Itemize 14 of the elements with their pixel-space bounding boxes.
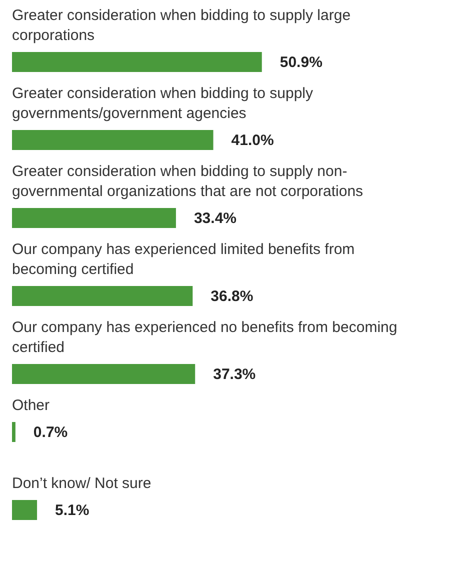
- data-label: 41.0%: [231, 132, 274, 149]
- data-label: 0.7%: [33, 424, 68, 441]
- data-label: 50.9%: [280, 54, 322, 71]
- data-label: 36.8%: [210, 288, 254, 305]
- y-tick-label: Our company has experienced no benefits from becoming certified: [12, 319, 398, 356]
- y-tick-label: Our company has experienced limited benefits from becoming certified: [12, 241, 355, 278]
- data-label: 5.1%: [55, 502, 90, 519]
- data-label: 37.3%: [213, 366, 256, 383]
- y-tick-label: Greater consideration when bidding to supply governments/government agencies: [12, 85, 314, 122]
- data-label: 33.4%: [194, 210, 237, 227]
- y-tick-label: Greater consideration when bidding to supply non-governmental organizations that are not corporations: [12, 163, 364, 200]
- y-tick-label: Greater consideration when bidding to supply large corporations: [12, 7, 351, 44]
- y-tick-label: Other: [12, 397, 50, 414]
- y-tick-label: Don’t know/ Not sure: [12, 475, 152, 492]
